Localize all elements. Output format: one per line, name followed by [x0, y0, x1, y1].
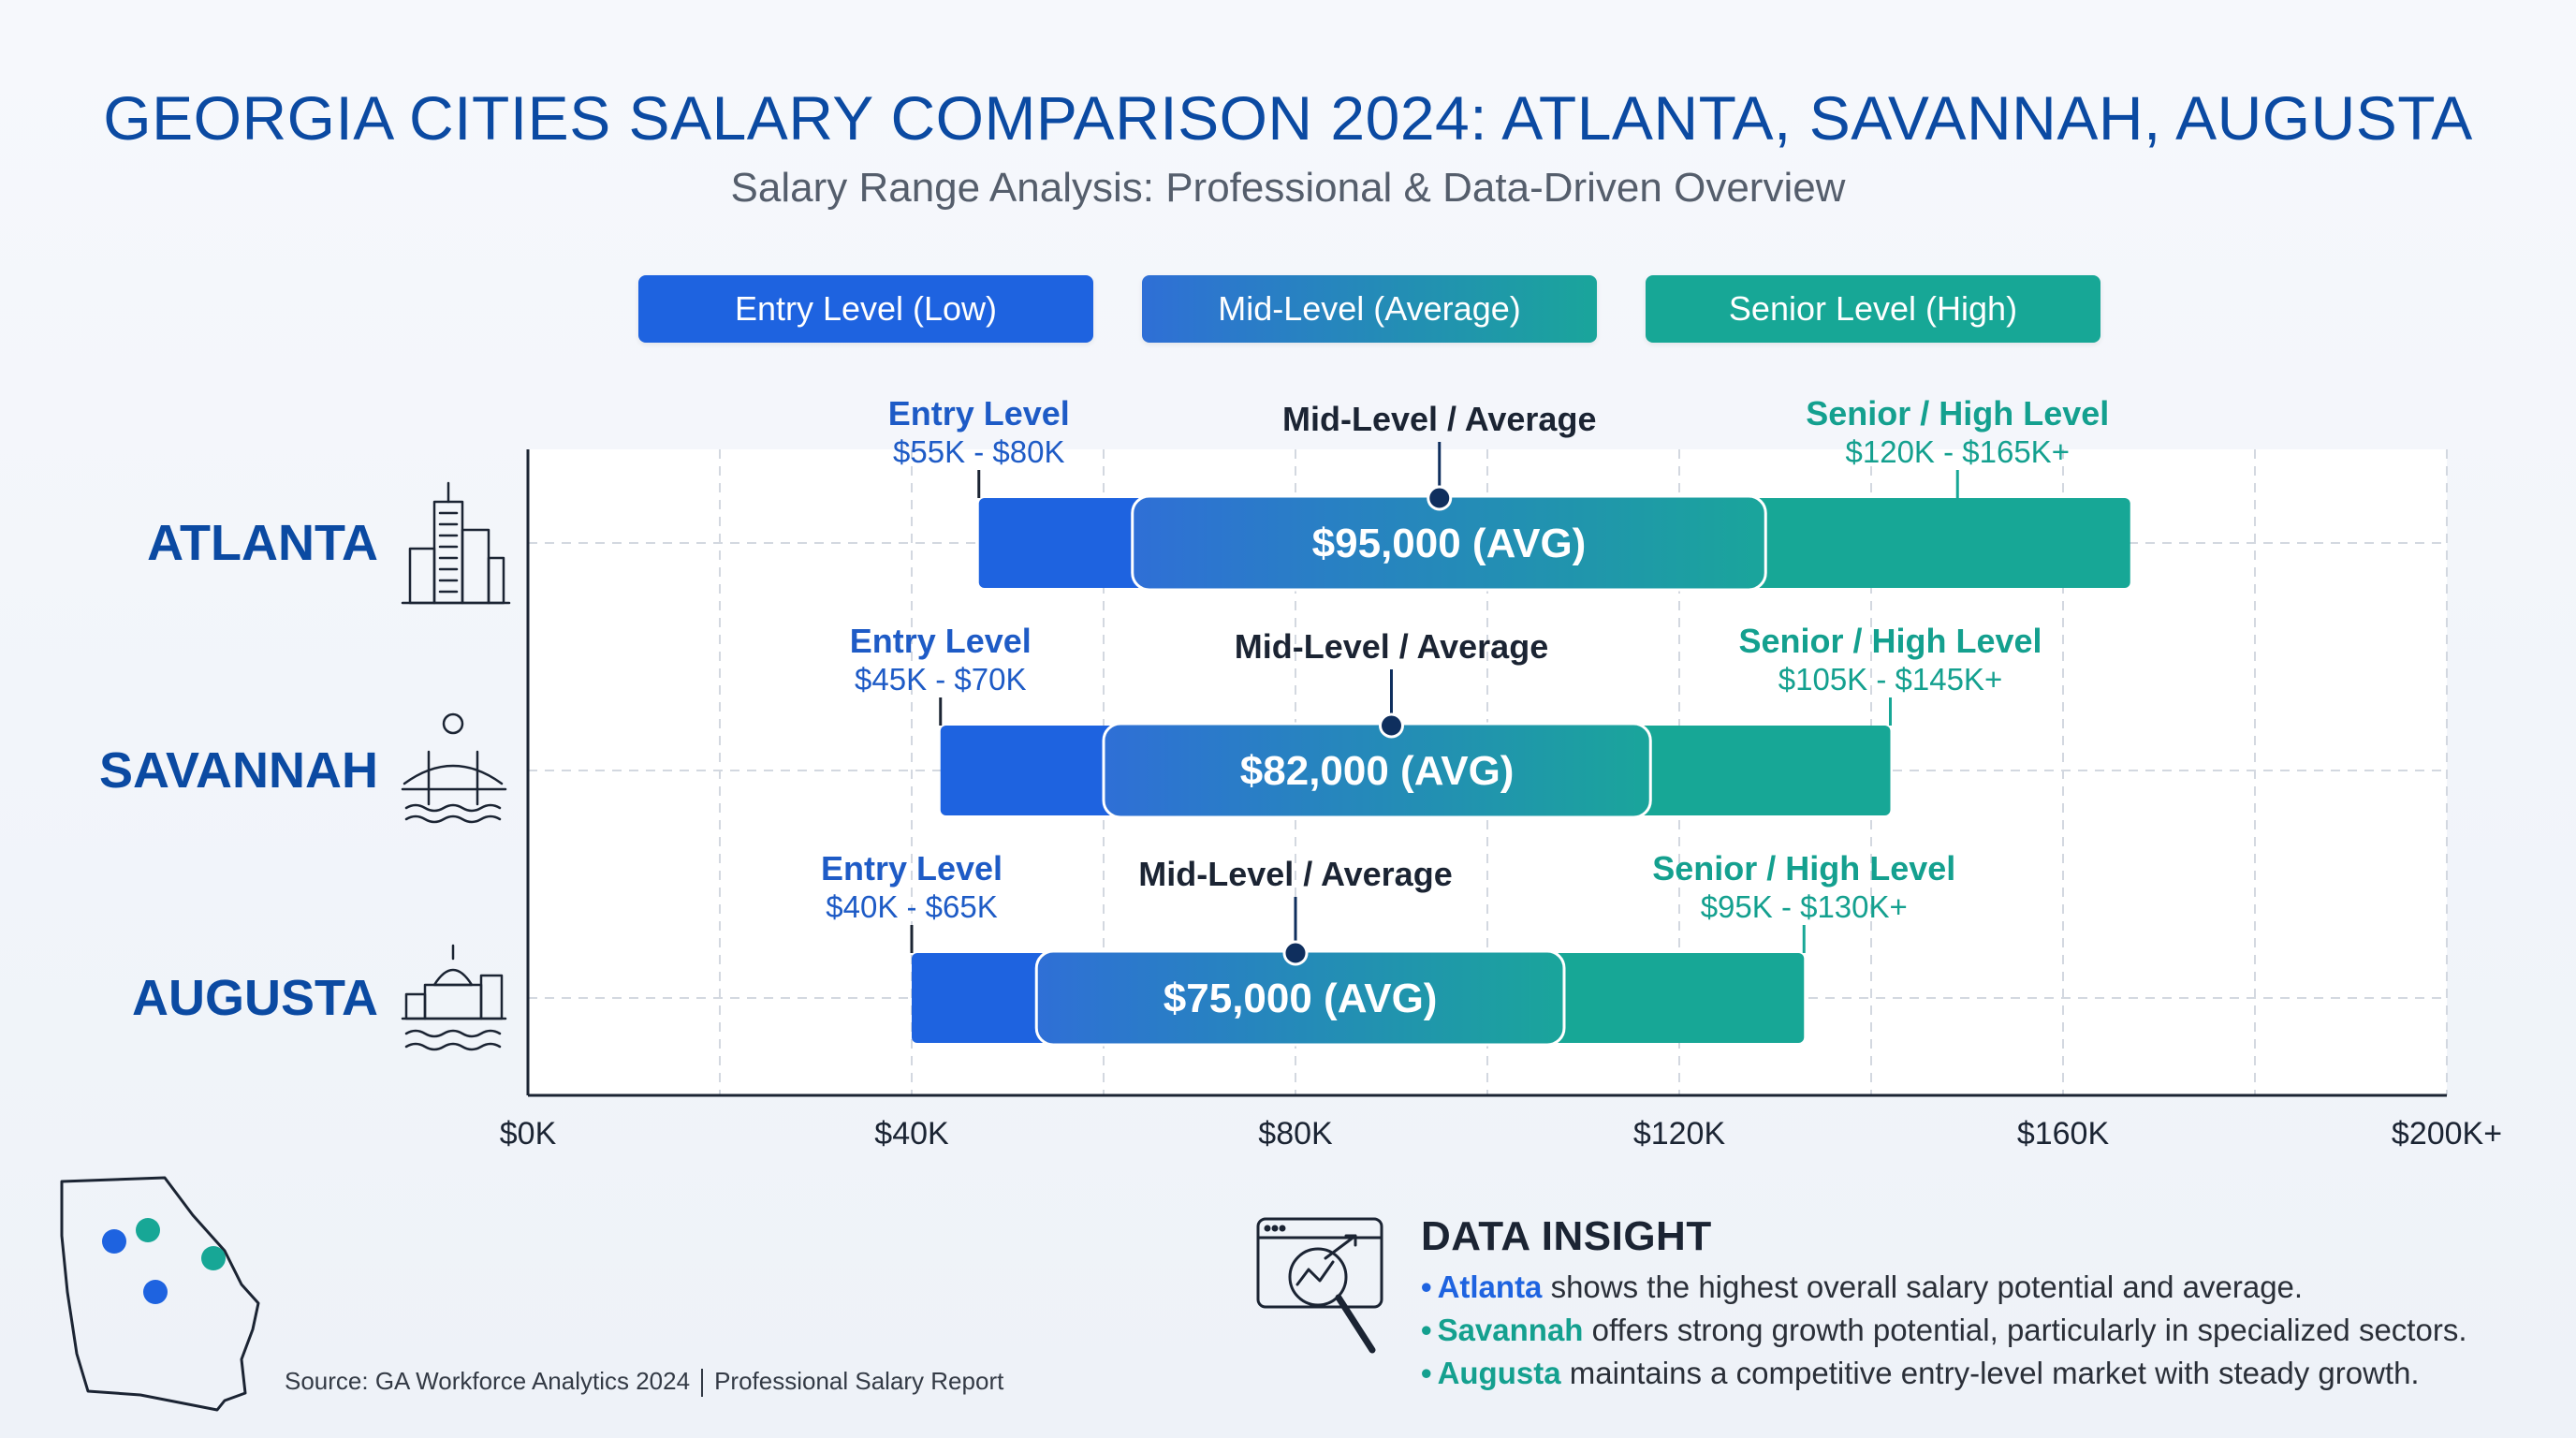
- city-labels: ATLANTA SAVANNAH AUGUSTA: [99, 481, 511, 1051]
- x-tick-label: $40K: [874, 1116, 949, 1152]
- legend-entry-level: Entry Level (Low): [638, 275, 1093, 343]
- bar-labels: $95,000 (AVG)Entry Level$55K - $80KMid-L…: [821, 394, 2109, 1021]
- average-value-label: $95,000 (AVG): [1312, 521, 1587, 566]
- entry-level-range: $40K - $65K: [826, 889, 997, 924]
- city-label: ATLANTA: [147, 515, 378, 571]
- entry-level-bar: [912, 953, 1056, 1043]
- senior-level-range: $120K - $165K+: [1846, 434, 2070, 469]
- water-wave: [404, 1029, 502, 1038]
- insight-item: • Savannah offers strong growth potential…: [1421, 1309, 2466, 1352]
- map-dot-atlanta: [102, 1229, 126, 1254]
- average-marker-dot: [1379, 712, 1404, 739]
- x-tick-label: $0K: [500, 1116, 557, 1152]
- insight-text: maintains a competitive entry-level mark…: [1560, 1356, 2420, 1390]
- x-axis-ticks: $0K $40K $80K $120K $160K $200K+: [500, 1116, 2502, 1152]
- average-value-label: $75,000 (AVG): [1164, 976, 1438, 1021]
- city-label: SAVANNAH: [99, 742, 378, 799]
- source-right: Professional Salary Report: [714, 1367, 1004, 1395]
- insight-bullet: •: [1421, 1356, 1432, 1390]
- senior-level-bar: [1545, 953, 1805, 1043]
- senior-level-title: Senior / High Level: [1738, 622, 2042, 660]
- analytics-icon: [1256, 1217, 1383, 1354]
- building-shape: [408, 547, 436, 605]
- source-divider: [701, 1369, 704, 1398]
- average-marker-dot: [1427, 485, 1453, 511]
- insight-city: Savannah: [1437, 1313, 1584, 1347]
- chart-title: GEORGIA CITIES SALARY COMPARISON 2024: A…: [103, 83, 2473, 153]
- entry-level-title: Entry Level: [888, 394, 1070, 433]
- average-marker-dot: [1282, 940, 1309, 966]
- dome-shape: [432, 968, 474, 987]
- x-tick-label: $160K: [2017, 1116, 2110, 1152]
- entry-level-range: $55K - $80K: [893, 434, 1064, 469]
- insight-city: Atlanta: [1437, 1269, 1543, 1304]
- map-dot-athens: [136, 1218, 160, 1242]
- insight-bullet: •: [1421, 1313, 1432, 1347]
- map-dot-augusta: [201, 1246, 226, 1270]
- side-building: [404, 992, 427, 1020]
- x-tick-label: $80K: [1258, 1116, 1333, 1152]
- mid-level-title: Mid-Level / Average: [1235, 627, 1548, 666]
- senior-level-range: $105K - $145K+: [1778, 662, 2002, 697]
- mid-level-title: Mid-Level / Average: [1138, 855, 1452, 893]
- senior-level-bar: [1747, 498, 2130, 588]
- side-building: [479, 974, 504, 1020]
- bridge-icon: [401, 712, 507, 824]
- bars: [912, 494, 2130, 1047]
- senior-level-title: Senior / High Level: [1806, 394, 2109, 433]
- senior-level-title: Senior / High Level: [1652, 849, 1955, 888]
- legend-mid-level: Mid-Level (Average): [1142, 275, 1597, 343]
- entry-level-range: $45K - $70K: [855, 662, 1026, 697]
- x-tick-label: $120K: [1633, 1116, 1726, 1152]
- insight-list: • Atlanta shows the highest overall salar…: [1421, 1266, 2466, 1395]
- skyscraper-icon: [401, 481, 511, 605]
- water-wave: [404, 814, 502, 824]
- entry-level-title: Entry Level: [821, 849, 1003, 888]
- insight-text: shows the highest overall salary potenti…: [1542, 1269, 2304, 1304]
- building-shape: [487, 556, 505, 605]
- map-dot-macon: [143, 1280, 168, 1304]
- building-shape: [461, 528, 490, 605]
- insight-item: • Atlanta shows the highest overall salar…: [1421, 1266, 2466, 1309]
- legend-senior-level: Senior Level (High): [1646, 275, 2100, 343]
- city-label: AUGUSTA: [132, 970, 378, 1026]
- insight-bullet: •: [1421, 1269, 1432, 1304]
- georgia-map-icon: [60, 1176, 260, 1412]
- chart-subtitle: Salary Range Analysis: Professional & Da…: [730, 165, 1846, 211]
- mid-level-bar: [1102, 722, 1652, 819]
- average-value-label: $82,000 (AVG): [1240, 748, 1515, 794]
- insight-item: • Augusta maintains a competitive entry-l…: [1421, 1352, 2466, 1395]
- insight-title: DATA INSIGHT: [1421, 1213, 1712, 1259]
- senior-level-bar: [1632, 726, 1891, 815]
- capitol-icon: [401, 944, 507, 1051]
- bridge-cable: [402, 764, 504, 785]
- capitol-body: [423, 983, 483, 1020]
- source-left: Source: GA Workforce Analytics 2024: [285, 1367, 691, 1395]
- entry-level-bar: [978, 498, 1151, 588]
- sun-shape: [442, 712, 464, 735]
- building-shape: [432, 500, 464, 605]
- insight-city: Augusta: [1437, 1356, 1561, 1390]
- entry-level-bar: [940, 726, 1122, 815]
- mid-level-title: Mid-Level / Average: [1282, 400, 1596, 438]
- source-note: Source: GA Workforce Analytics 2024 Profe…: [285, 1367, 1004, 1398]
- water-wave: [404, 1042, 502, 1051]
- water-wave: [404, 803, 502, 813]
- x-tick-label: $200K+: [2392, 1116, 2502, 1152]
- entry-level-title: Entry Level: [850, 622, 1032, 660]
- senior-level-range: $95K - $130K+: [1701, 889, 1908, 924]
- insight-text: offers strong growth potential, particul…: [1583, 1313, 2467, 1347]
